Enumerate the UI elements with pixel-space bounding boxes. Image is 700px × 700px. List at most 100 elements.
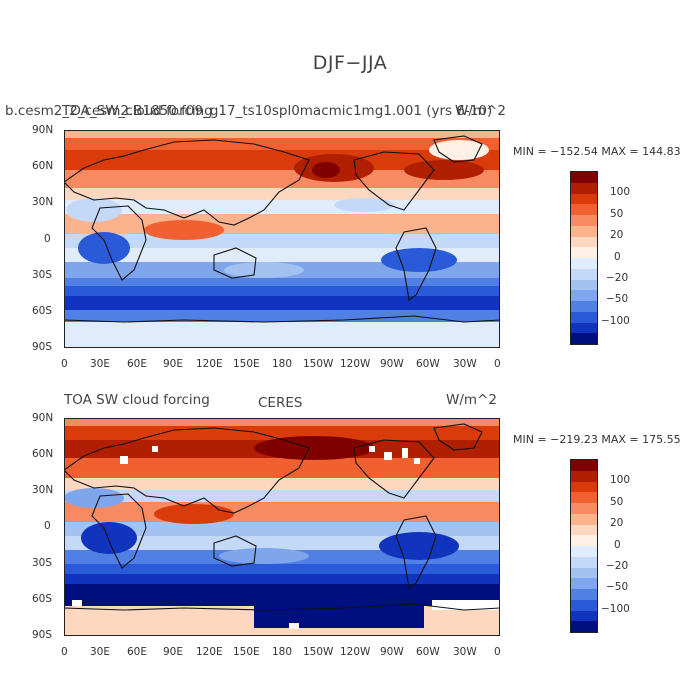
- panel-model-map: [64, 130, 500, 348]
- colorbar-label: 50: [610, 208, 624, 220]
- colorbar-swatch: [571, 279, 597, 291]
- model-field-bands: [64, 130, 500, 348]
- lon-label: 150W: [303, 358, 334, 370]
- colorbar-swatch: [571, 513, 597, 525]
- lon-label: 30E: [90, 646, 110, 658]
- lat-label: 30N: [32, 196, 54, 208]
- lon-label: 90W: [380, 358, 404, 370]
- colorbar-swatch: [571, 225, 597, 237]
- panel-obs-map: [64, 418, 500, 636]
- lon-label: 30W: [453, 358, 477, 370]
- colorbar-swatch: [571, 460, 597, 471]
- lon-label: 90E: [163, 358, 183, 370]
- lon-label: 90E: [163, 646, 183, 658]
- colorbar-swatch: [571, 247, 597, 258]
- lat-label: 60S: [32, 305, 53, 317]
- lon-label: 0: [61, 646, 68, 658]
- lat-label: 30S: [32, 557, 53, 569]
- colorbar-swatch: [571, 481, 597, 493]
- lon-label: 150W: [303, 646, 334, 658]
- colorbar-swatch: [571, 470, 597, 482]
- lon-label: 150E: [233, 646, 260, 658]
- lon-label: 0: [494, 358, 501, 370]
- colorbar-swatch: [571, 311, 597, 323]
- panel-model-right-label: W/m^2: [455, 103, 506, 119]
- lon-label: 0: [61, 358, 68, 370]
- lon-label: 120W: [340, 358, 371, 370]
- colorbar-swatch: [571, 610, 597, 622]
- lat-label: 30S: [32, 269, 53, 281]
- colorbar-label: 100: [610, 474, 631, 486]
- colorbar-label: 100: [610, 186, 631, 198]
- lon-label: 30E: [90, 358, 110, 370]
- colorbar-swatch: [571, 322, 597, 334]
- panel-obs-min-max: MIN = −219.23 MAX = 175.55: [513, 433, 681, 446]
- colorbar-swatch: [571, 204, 597, 215]
- colorbar-label: −100: [601, 315, 630, 327]
- lon-label: 60E: [127, 358, 147, 370]
- colorbar-swatch: [571, 236, 597, 248]
- lon-label: 120E: [196, 646, 223, 658]
- colorbar-label: 0: [614, 539, 621, 551]
- colorbar-swatch: [571, 172, 597, 183]
- lat-label: 0: [44, 520, 51, 532]
- lon-label: 30W: [453, 646, 477, 658]
- colorbar-label: −50: [606, 293, 629, 305]
- lon-label: 180: [272, 358, 293, 370]
- lat-label: 30N: [32, 484, 54, 496]
- colorbar-swatch: [571, 567, 597, 579]
- panel-model-center-label: TOA_SW_cloud forcing: [62, 103, 213, 119]
- lon-label: 180: [272, 646, 293, 658]
- colorbar-label: 50: [610, 496, 624, 508]
- colorbar-swatch: [571, 301, 597, 312]
- colorbar-swatch: [571, 258, 597, 269]
- colorbar-swatch: [571, 589, 597, 600]
- lon-label: 90W: [380, 646, 404, 658]
- panel-obs-right-label: W/m^2: [446, 392, 497, 408]
- lat-label: 90N: [32, 412, 54, 424]
- lat-label: 60N: [32, 448, 54, 460]
- colorbar-label: −20: [606, 560, 629, 572]
- lat-label: 90N: [32, 124, 54, 136]
- colorbar-swatch: [571, 535, 597, 546]
- lon-label: 60E: [127, 646, 147, 658]
- obs-field-bands: [64, 418, 500, 636]
- colorbar-swatch: [571, 578, 597, 589]
- colorbar-swatch: [571, 556, 597, 568]
- model-coastlines: [64, 135, 500, 323]
- panel-model-left-label: b.cesm2_2_cesm2.B1850.f09_g17_ts10spl0ma…: [5, 103, 493, 119]
- figure-title: DJF−JJA: [312, 52, 388, 74]
- colorbar-swatch: [571, 621, 597, 632]
- panel-obs-colorbar: [570, 459, 598, 633]
- colorbar-swatch: [571, 290, 597, 301]
- panel-model-min-max: MIN = −152.54 MAX = 144.83: [513, 145, 681, 158]
- lon-label: 60W: [416, 358, 440, 370]
- lon-label: 150E: [233, 358, 260, 370]
- panel-obs-left-label: TOA SW cloud forcing: [64, 392, 210, 408]
- lon-label: 120E: [196, 358, 223, 370]
- lat-label: 90S: [32, 629, 53, 641]
- colorbar-swatch: [571, 193, 597, 205]
- colorbar-label: −100: [601, 603, 630, 615]
- colorbar-swatch: [571, 182, 597, 194]
- panel-obs-center-label: CERES: [258, 395, 303, 411]
- colorbar-label: 20: [610, 229, 624, 241]
- colorbar-swatch: [571, 215, 597, 226]
- colorbar-swatch: [571, 599, 597, 611]
- lat-label: 60S: [32, 593, 53, 605]
- colorbar-swatch: [571, 546, 597, 557]
- colorbar-swatch: [571, 503, 597, 514]
- lon-label: 0: [494, 646, 501, 658]
- panel-model-colorbar: [570, 171, 598, 345]
- lon-label: 120W: [340, 646, 371, 658]
- lat-label: 0: [44, 233, 51, 245]
- colorbar-swatch: [571, 333, 597, 344]
- colorbar-swatch: [571, 268, 597, 280]
- colorbar-label: −50: [606, 581, 629, 593]
- lat-label: 60N: [32, 160, 54, 172]
- colorbar-label: 20: [610, 517, 624, 529]
- colorbar-swatch: [571, 492, 597, 503]
- lon-label: 60W: [416, 646, 440, 658]
- obs-coastlines: [64, 423, 500, 611]
- colorbar-swatch: [571, 524, 597, 536]
